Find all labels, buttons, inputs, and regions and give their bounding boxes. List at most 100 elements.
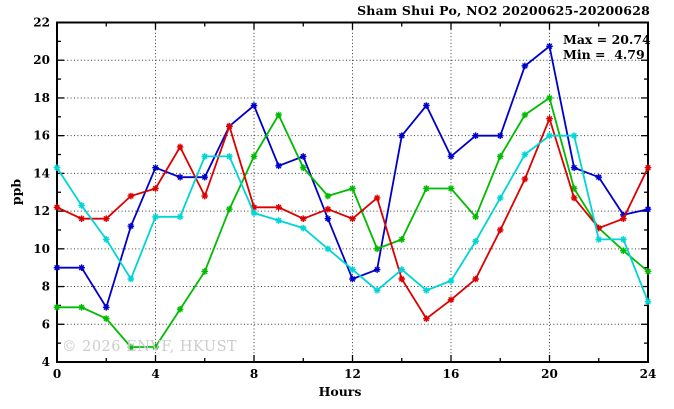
data-point-marker (373, 287, 381, 294)
series-red (53, 115, 652, 322)
data-point-marker (644, 164, 652, 172)
data-point-marker (250, 102, 258, 109)
data-point-marker (398, 275, 406, 283)
data-point-marker (127, 192, 135, 200)
data-point-marker (472, 275, 479, 283)
data-point-marker (595, 173, 603, 181)
data-point-marker (127, 275, 135, 283)
x-tick-label: 8 (250, 367, 258, 381)
data-point-marker (275, 162, 282, 170)
x-tick-label: 4 (151, 367, 159, 381)
data-point-marker (398, 236, 406, 243)
max-min-annotation: Max = 20.74 Min = 4.79 (563, 32, 651, 62)
data-point-marker (53, 164, 61, 172)
data-point-marker (620, 236, 627, 243)
data-point-marker (546, 132, 553, 139)
data-point-marker (226, 122, 233, 130)
watermark: © 2026 ENVF, HKUST (62, 339, 238, 355)
data-point-marker (176, 213, 184, 221)
data-point-marker (373, 245, 381, 253)
y-tick-label: 10 (33, 242, 50, 256)
gridlines (57, 22, 648, 362)
y-tick-label: 6 (42, 317, 50, 331)
data-point-marker (423, 287, 430, 294)
data-point-marker (644, 298, 652, 305)
data-point-marker (152, 164, 159, 172)
data-point-marker (546, 42, 553, 50)
data-point-marker (275, 204, 282, 211)
data-point-marker (275, 217, 282, 224)
data-point-marker (496, 153, 504, 160)
data-point-marker (349, 215, 356, 222)
series-blue (53, 42, 652, 311)
data-point-marker (546, 115, 553, 122)
data-point-marker (299, 224, 307, 232)
x-tick-label: 20 (541, 367, 558, 381)
data-point-marker (324, 245, 332, 253)
data-point-marker (373, 194, 381, 202)
data-point-marker (226, 153, 233, 160)
y-tick-label: 16 (33, 129, 50, 143)
y-tick-label: 4 (42, 355, 50, 369)
data-point-marker (620, 215, 627, 222)
data-point-marker (176, 143, 184, 151)
y-tick-label: 12 (33, 204, 50, 218)
data-point-marker (447, 277, 455, 285)
data-point-marker (78, 264, 85, 271)
data-point-marker (423, 102, 430, 109)
series-cyan (53, 132, 652, 305)
data-point-marker (472, 132, 479, 139)
data-point-marker (595, 224, 603, 232)
x-tick-label: 0 (53, 367, 61, 381)
data-point-marker (226, 205, 233, 213)
data-point-marker (250, 153, 258, 160)
data-point-marker (570, 185, 578, 192)
data-point-marker (423, 315, 430, 322)
data-point-marker (447, 185, 455, 192)
data-point-marker (299, 215, 307, 222)
data-point-marker (250, 209, 258, 217)
data-point-marker (447, 153, 455, 160)
data-point-marker (152, 213, 159, 221)
data-point-marker (324, 192, 332, 200)
data-point-marker (152, 185, 159, 192)
data-point-marker (398, 266, 406, 273)
data-point-marker (102, 236, 110, 243)
min-value-label: Min = 4.79 (563, 46, 645, 62)
data-point-marker (299, 153, 307, 160)
max-value-label: Max = 20.74 (563, 32, 651, 47)
data-point-marker (570, 132, 578, 139)
y-tick-label: 14 (33, 166, 50, 180)
data-point-marker (521, 175, 529, 183)
data-point-marker (349, 266, 356, 273)
data-point-marker (324, 215, 332, 222)
data-point-marker (570, 164, 578, 172)
y-tick-label: 8 (42, 280, 50, 294)
data-point-marker (620, 247, 627, 255)
data-point-marker (521, 151, 529, 158)
y-tick-label: 18 (33, 91, 50, 105)
data-point-marker (275, 111, 282, 119)
data-point-marker (78, 215, 85, 222)
data-point-marker (570, 194, 578, 202)
plot-border (56, 21, 649, 363)
x-tick-label: 16 (443, 367, 460, 381)
data-point-marker (472, 237, 479, 245)
data-point-marker (496, 194, 504, 202)
data-point-marker (201, 268, 209, 275)
data-point-marker (102, 304, 110, 311)
data-point-marker (176, 173, 184, 181)
data-point-marker (373, 266, 381, 273)
data-point-marker (53, 204, 61, 211)
data-point-marker (53, 304, 61, 311)
data-point-marker (299, 164, 307, 172)
data-point-marker (521, 62, 529, 70)
x-axis-label: Hours (318, 384, 362, 399)
data-point-marker (127, 222, 135, 230)
data-point-marker (496, 132, 504, 139)
y-tick-label: 20 (33, 53, 50, 67)
data-point-marker (349, 185, 356, 192)
